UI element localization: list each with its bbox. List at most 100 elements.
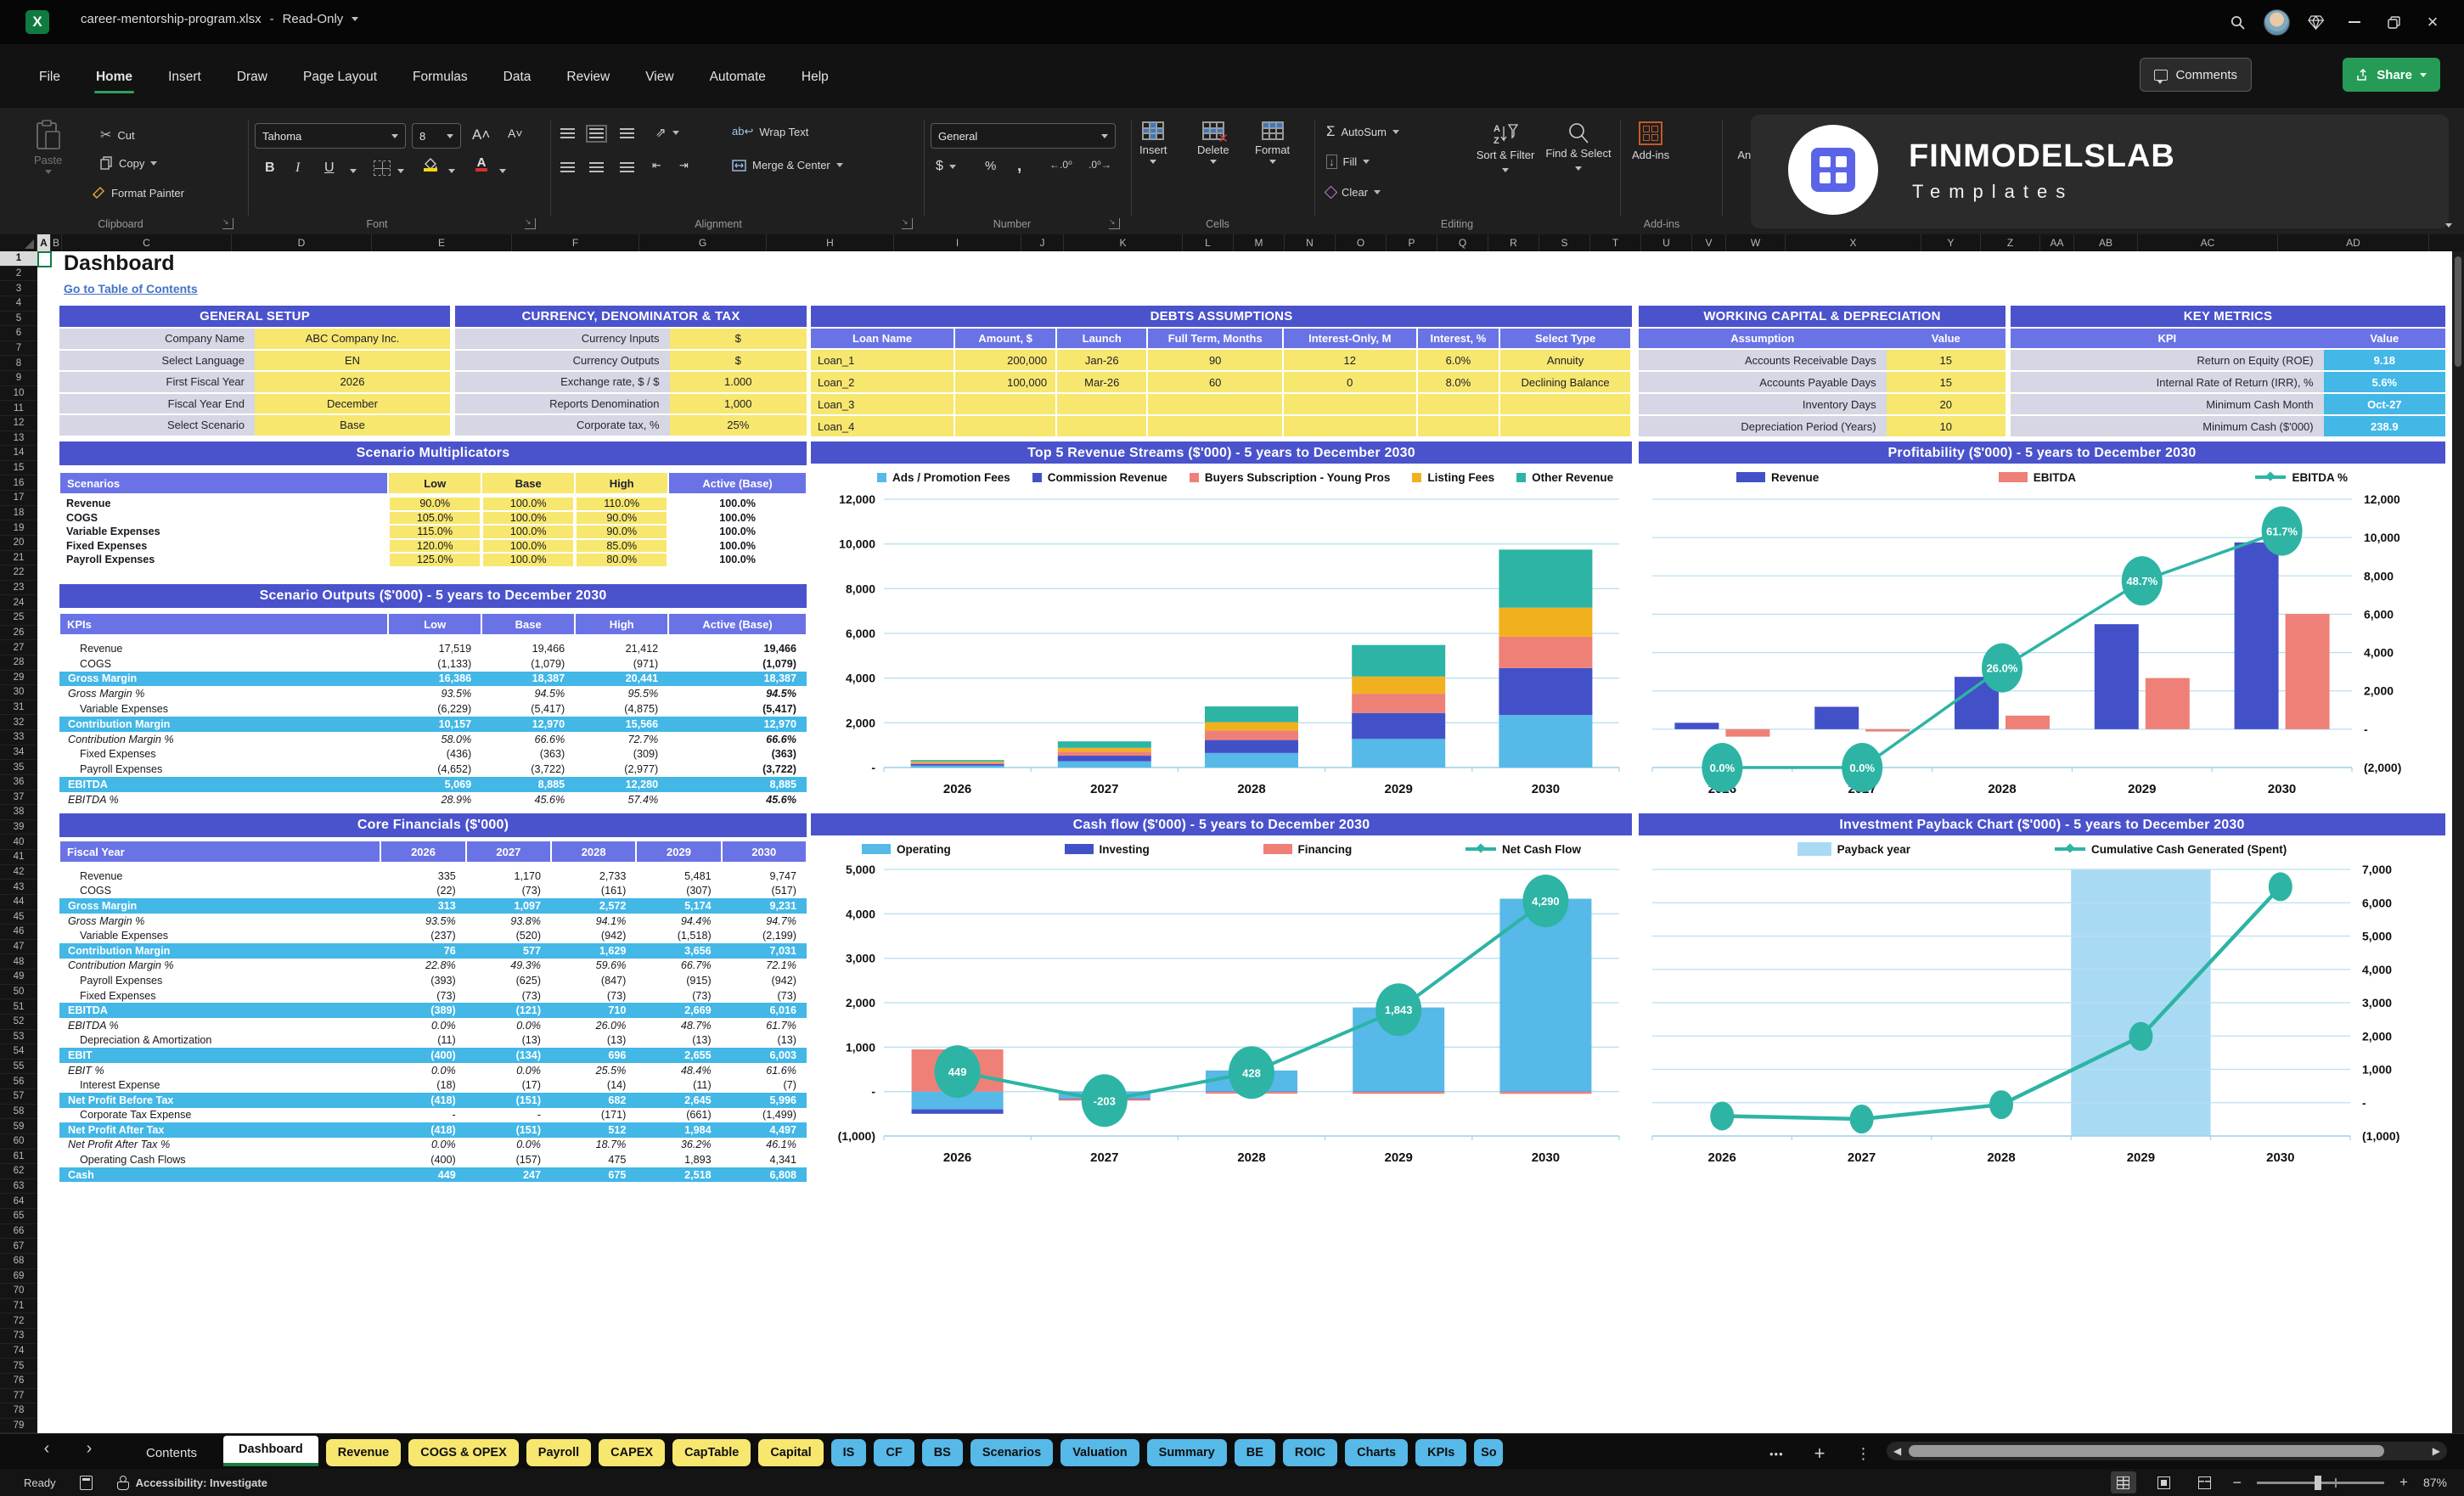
column-header-AC[interactable]: AC	[2138, 234, 2278, 251]
table-row[interactable]: Net Profit After Tax (418) (151) 512 1,984 4,…	[59, 1122, 807, 1138]
row-value[interactable]: 2026	[255, 372, 450, 392]
row-header-45[interactable]: 45	[0, 910, 37, 925]
cell[interactable]: 100.0%	[719, 511, 756, 524]
fill-button[interactable]: ↓ Fill	[1326, 155, 1370, 169]
row-header-52[interactable]: 52	[0, 1015, 37, 1030]
row-header-77[interactable]: 77	[0, 1389, 37, 1404]
row-header-71[interactable]: 71	[0, 1299, 37, 1314]
sheet-tab-summary[interactable]: Summary	[1146, 1439, 1227, 1466]
collapse-ribbon-chevron[interactable]	[2445, 223, 2452, 228]
row-value[interactable]: ABC Company Inc.	[255, 329, 450, 349]
row-header-79[interactable]: 79	[0, 1419, 37, 1434]
comments-button[interactable]: Comments	[2140, 58, 2252, 92]
search-icon[interactable]	[2218, 0, 2257, 44]
table-row[interactable]: Corporate Tax Expense - - (171) (661) (1,499)	[59, 1108, 807, 1123]
cell[interactable]: 200,000	[955, 350, 1056, 370]
row-header-31[interactable]: 31	[0, 700, 37, 716]
sheet-tab-captable[interactable]: CapTable	[672, 1439, 751, 1466]
sheet-tab-contents[interactable]: Contents	[146, 1445, 198, 1460]
cell[interactable]: 110.0%	[577, 498, 667, 510]
profitability-chart[interactable]: Profitability ($'000) - 5 years to Decem…	[1639, 441, 2445, 807]
cell[interactable]: (13)	[521, 1034, 542, 1047]
top5-revenue-streams-chart[interactable]: Top 5 Revenue Streams ($'000) - 5 years …	[811, 441, 1632, 807]
row-value[interactable]: 9.18	[2323, 350, 2445, 370]
row-header-69[interactable]: 69	[0, 1269, 37, 1285]
horizontal-scrollbar-thumb[interactable]	[1909, 1445, 2384, 1457]
cell[interactable]	[1148, 416, 1282, 436]
prev-sheet-arrow[interactable]: ‹	[43, 1439, 50, 1458]
row-header-9[interactable]: 9	[0, 371, 37, 386]
row-header-70[interactable]: 70	[0, 1284, 37, 1299]
cell[interactable]: 1,893	[684, 1154, 712, 1167]
row-header-73[interactable]: 73	[0, 1329, 37, 1344]
cell[interactable]: Mar-26	[1057, 372, 1147, 392]
table-row[interactable]: First Fiscal Year 2026	[59, 372, 450, 392]
cell[interactable]: (11)	[693, 1079, 712, 1092]
table-row[interactable]: EBITDA 5,069 8,885 12,280 8,885	[59, 777, 807, 792]
row-header-8[interactable]: 8	[0, 356, 37, 371]
table-row[interactable]: EBITDA % 28.9% 45.6% 57.4% 45.6%	[59, 792, 807, 807]
row-header-19[interactable]: 19	[0, 520, 37, 536]
cell[interactable]: 93.8%	[510, 914, 542, 927]
table-row[interactable]: Inventory Days 20	[1639, 394, 2006, 414]
cell[interactable]: 710	[608, 1004, 627, 1017]
table-row[interactable]: Variable Expenses (237) (520) (942) (1,518) (…	[59, 928, 807, 943]
row-header-3[interactable]: 3	[0, 281, 37, 296]
cell[interactable]: (400)	[430, 1154, 456, 1167]
column-header-V[interactable]: V	[1692, 234, 1726, 251]
row-header-28[interactable]: 28	[0, 655, 37, 671]
row-header-51[interactable]: 51	[0, 999, 37, 1015]
column-header-S[interactable]: S	[1539, 234, 1590, 251]
row-header-50[interactable]: 50	[0, 985, 37, 1000]
cell[interactable]: (1,499)	[762, 1109, 796, 1122]
row-header-35[interactable]: 35	[0, 760, 37, 775]
table-row[interactable]: Operating Cash Flows (400) (157) 475 1,893 4,…	[59, 1152, 807, 1167]
row-header-34[interactable]: 34	[0, 745, 37, 761]
insert-cells-button[interactable]: Insert	[1139, 121, 1167, 164]
cell[interactable]: (11)	[437, 1034, 456, 1047]
cell[interactable]: (309)	[633, 748, 659, 761]
cell[interactable]: (1,079)	[762, 657, 796, 670]
font-name-select[interactable]: Tahoma	[255, 123, 406, 149]
cell[interactable]: (436)	[446, 748, 472, 761]
row-header-11[interactable]: 11	[0, 401, 37, 416]
menu-tab-file[interactable]: File	[39, 70, 60, 84]
cell[interactable]: 0.0%	[430, 1139, 456, 1151]
accessibility-status[interactable]: Accessibility: Investigate	[116, 1476, 267, 1490]
row-header-21[interactable]: 21	[0, 551, 37, 566]
row-header-78[interactable]: 78	[0, 1403, 37, 1419]
fill-color-button[interactable]	[423, 157, 438, 172]
bold-button[interactable]: B	[265, 160, 275, 175]
row-header-42[interactable]: 42	[0, 865, 37, 880]
row-header-46[interactable]: 46	[0, 925, 37, 940]
number-dialog-launcher[interactable]: ↘	[1109, 218, 1120, 229]
format-painter-button[interactable]: Format Painter	[92, 186, 184, 200]
horizontal-scrollbar[interactable]: ◀ ▶	[1887, 1442, 2447, 1460]
cell[interactable]: 20,441	[625, 672, 659, 685]
cell[interactable]: (400)	[430, 1049, 456, 1061]
table-row[interactable]: Fixed Expenses (73) (73) (73) (73) (73)	[59, 988, 807, 1004]
row-header-25[interactable]: 25	[0, 610, 37, 626]
row-header-2[interactable]: 2	[0, 267, 37, 282]
sheet-tab-revenue[interactable]: Revenue	[325, 1439, 402, 1466]
cell[interactable]: (73)	[521, 885, 542, 897]
column-header-W[interactable]: W	[1726, 234, 1786, 251]
cell[interactable]	[955, 394, 1056, 414]
cell[interactable]: 335	[437, 869, 456, 882]
cell[interactable]: (18)	[436, 1079, 456, 1092]
page-break-view-button[interactable]	[2192, 1471, 2218, 1493]
sheet-tab-payroll[interactable]: Payroll	[526, 1439, 592, 1466]
cell[interactable]: 66.6%	[766, 733, 796, 745]
cell[interactable]: 0.0%	[430, 1019, 456, 1032]
orientation-button[interactable]: ⇗	[655, 125, 679, 140]
row-value[interactable]: Base	[255, 415, 450, 436]
column-header-AB[interactable]: AB	[2074, 234, 2138, 251]
cell[interactable]: 6.0%	[1417, 350, 1499, 370]
cash-flow-chart[interactable]: Cash flow ($'000) - 5 years to December …	[811, 813, 1632, 1176]
cell[interactable]: 1,097	[514, 899, 542, 912]
row-header-10[interactable]: 10	[0, 386, 37, 402]
clipboard-dialog-launcher[interactable]: ↘	[222, 218, 233, 229]
zoom-out-button[interactable]: −	[2232, 1473, 2242, 1491]
column-header-I[interactable]: I	[894, 234, 1021, 251]
cell[interactable]: 94.5%	[534, 688, 565, 700]
